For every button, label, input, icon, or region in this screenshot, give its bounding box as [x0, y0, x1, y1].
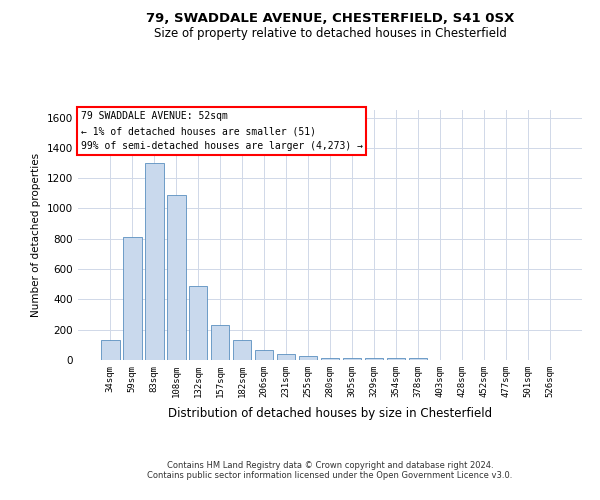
- Bar: [277, 354, 295, 360]
- Bar: [145, 163, 164, 360]
- Bar: [101, 340, 119, 360]
- Bar: [320, 358, 340, 360]
- Text: Size of property relative to detached houses in Chesterfield: Size of property relative to detached ho…: [154, 28, 506, 40]
- Bar: [211, 325, 229, 360]
- Bar: [365, 358, 383, 360]
- Text: Contains HM Land Registry data © Crown copyright and database right 2024.
Contai: Contains HM Land Registry data © Crown c…: [148, 460, 512, 480]
- Bar: [343, 358, 361, 360]
- Bar: [299, 356, 317, 360]
- Text: 79 SWADDALE AVENUE: 52sqm
← 1% of detached houses are smaller (51)
99% of semi-d: 79 SWADDALE AVENUE: 52sqm ← 1% of detach…: [80, 112, 362, 151]
- Bar: [123, 238, 142, 360]
- Bar: [409, 358, 427, 360]
- Text: 79, SWADDALE AVENUE, CHESTERFIELD, S41 0SX: 79, SWADDALE AVENUE, CHESTERFIELD, S41 0…: [146, 12, 514, 26]
- Bar: [233, 340, 251, 360]
- Y-axis label: Number of detached properties: Number of detached properties: [31, 153, 41, 317]
- Bar: [255, 350, 274, 360]
- Bar: [386, 358, 405, 360]
- Bar: [167, 195, 185, 360]
- Bar: [189, 286, 208, 360]
- Text: Distribution of detached houses by size in Chesterfield: Distribution of detached houses by size …: [168, 408, 492, 420]
